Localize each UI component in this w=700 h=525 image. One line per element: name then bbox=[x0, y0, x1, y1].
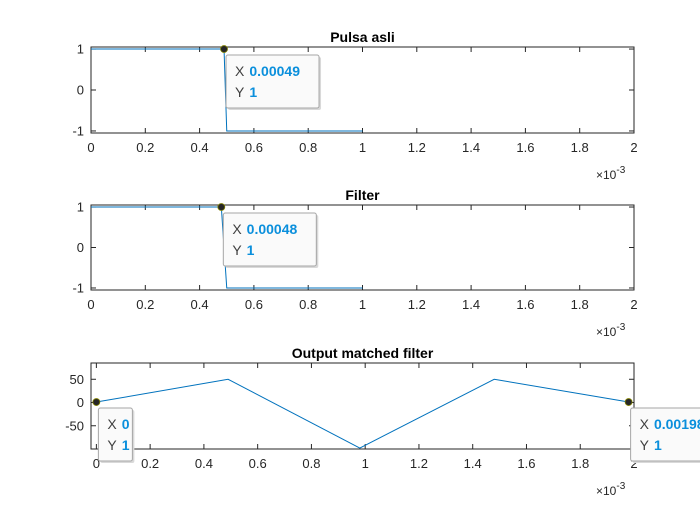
x-tick-label: 0.4 bbox=[191, 140, 209, 155]
x-tick-label: 0.4 bbox=[191, 297, 209, 312]
y-tick-label: -50 bbox=[65, 418, 84, 433]
y-tick-label: 1 bbox=[77, 200, 84, 215]
y-tick-label: 0 bbox=[77, 395, 84, 410]
x-tick-label: 1 bbox=[362, 456, 369, 471]
axes-box bbox=[90, 46, 635, 134]
x-tick-label: 1.8 bbox=[571, 456, 589, 471]
datatip: X 0.00048 Y 1 bbox=[217, 203, 319, 269]
y-tick-label: 0 bbox=[77, 83, 84, 98]
x-tick-label: 0.4 bbox=[195, 456, 213, 471]
datatip-y-label: Y bbox=[107, 437, 117, 453]
x-tick-label: 1 bbox=[359, 297, 366, 312]
datatip-x-value: 0.00048 bbox=[247, 221, 298, 237]
datatip-x-label: X bbox=[640, 416, 650, 432]
axes-box bbox=[90, 362, 635, 450]
datatip-y-label: Y bbox=[235, 84, 245, 100]
datatip-box bbox=[222, 212, 317, 267]
x-exponent-base: ×10 bbox=[596, 325, 617, 339]
x-tick-label: 0.2 bbox=[136, 140, 154, 155]
x-tick-label: 1.4 bbox=[464, 456, 482, 471]
x-tick-label: 1.2 bbox=[408, 297, 426, 312]
chart-title: Output matched filter bbox=[292, 345, 434, 361]
x-exponent-label: ×10-3 bbox=[596, 322, 626, 339]
datatip-box bbox=[630, 407, 700, 462]
datatip-box bbox=[225, 54, 320, 109]
datatip-x-value: 0.00198 bbox=[654, 416, 700, 432]
datatip-marker bbox=[220, 45, 228, 53]
x-tick-label: 1.8 bbox=[571, 140, 589, 155]
x-tick-label: 0.6 bbox=[245, 297, 263, 312]
datatip: X 0Y 1 bbox=[92, 398, 135, 464]
y-tick-label: 0 bbox=[77, 240, 84, 255]
datatip-y-value: 1 bbox=[249, 84, 257, 100]
datatip-y-label: Y bbox=[640, 437, 650, 453]
y-tick-label: 50 bbox=[70, 372, 84, 387]
x-tick-label: 1 bbox=[359, 140, 366, 155]
datatip-marker bbox=[624, 398, 633, 406]
datatip-marker bbox=[92, 398, 101, 406]
x-tick-label: 0 bbox=[87, 140, 94, 155]
subplot-3: Output matched filter 0 0.2 0.4 0.6 0.8 1 1.2 1.… bbox=[65, 345, 700, 498]
x-tick-label: 1.8 bbox=[571, 297, 589, 312]
y-tick-label: -1 bbox=[72, 123, 84, 138]
x-tick-label: 2 bbox=[630, 140, 637, 155]
x-exponent-base: ×10 bbox=[596, 168, 617, 182]
x-tick-label: 0.8 bbox=[299, 140, 317, 155]
x-exponent-power: -3 bbox=[616, 165, 625, 176]
datatip-x-label: X bbox=[235, 63, 245, 79]
x-tick-label: 0.6 bbox=[245, 140, 263, 155]
x-tick-label: 0.8 bbox=[302, 456, 320, 471]
x-tick-label: 0.8 bbox=[299, 297, 317, 312]
x-exponent-base: ×10 bbox=[596, 484, 617, 498]
x-tick-label: 0.6 bbox=[249, 456, 267, 471]
datatip-y-value: 1 bbox=[247, 242, 255, 258]
y-tick-label: -1 bbox=[72, 280, 84, 295]
x-exponent-power: -3 bbox=[616, 322, 625, 333]
x-exponent-label: ×10-3 bbox=[596, 481, 626, 498]
x-tick-label: 2 bbox=[630, 456, 637, 471]
x-exponent-power: -3 bbox=[616, 481, 625, 492]
datatip-marker bbox=[217, 203, 226, 211]
series-line bbox=[96, 378, 629, 449]
axes-box bbox=[90, 204, 635, 291]
datatip-y-value: 1 bbox=[122, 437, 130, 453]
x-tick-label: 1.6 bbox=[516, 297, 534, 312]
x-tick-label: 1.6 bbox=[516, 140, 534, 155]
y-tick-label: 1 bbox=[77, 42, 84, 57]
x-exponent-label: ×10-3 bbox=[596, 165, 626, 182]
datatip-y-label: Y bbox=[232, 242, 242, 258]
datatip-x-value: 0.00049 bbox=[249, 63, 300, 79]
x-tick-label: 1.2 bbox=[410, 456, 428, 471]
datatip-x-value: 0 bbox=[122, 416, 130, 432]
datatip-x-row: X 0.00049 bbox=[235, 63, 300, 79]
series-line bbox=[91, 48, 363, 132]
datatip-x-row: X 0.00198 bbox=[640, 416, 700, 432]
x-tick-label: 1.4 bbox=[462, 140, 480, 155]
x-tick-label: 2 bbox=[630, 297, 637, 312]
x-tick-label: 1.4 bbox=[462, 297, 480, 312]
x-tick-label: 1.2 bbox=[408, 140, 426, 155]
datatip-y-value: 1 bbox=[654, 437, 662, 453]
x-tick-label: 0.2 bbox=[136, 297, 154, 312]
x-tick-label: 1.6 bbox=[517, 456, 535, 471]
chart-title: Filter bbox=[345, 187, 380, 203]
x-tick-label: 0 bbox=[93, 456, 100, 471]
chart-title: Pulsa asli bbox=[330, 29, 395, 45]
datatip-x-row: X 0.00048 bbox=[232, 221, 297, 237]
datatip-box bbox=[97, 407, 133, 462]
x-tick-label: 0.2 bbox=[141, 456, 159, 471]
datatip-x-label: X bbox=[232, 221, 242, 237]
x-tick-label: 0 bbox=[87, 297, 94, 312]
datatip-x-label: X bbox=[107, 416, 117, 432]
